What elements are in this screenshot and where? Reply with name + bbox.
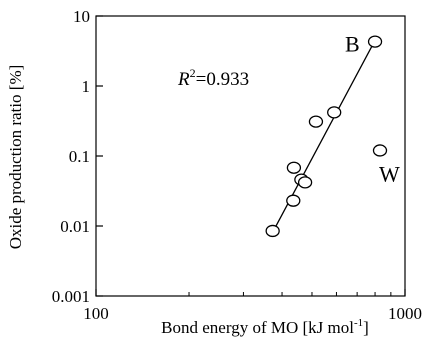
x-axis-title: Bond energy of MO [kJ mol-1] xyxy=(161,317,369,337)
data-point xyxy=(265,224,280,238)
data-point xyxy=(286,194,301,207)
data-point xyxy=(286,161,302,174)
x-axis-title-superscript: -1 xyxy=(354,317,363,329)
x-tick-label: 1000 xyxy=(388,304,422,323)
r-squared-superscript: 2 xyxy=(190,66,196,80)
y-tick-label: 1 xyxy=(82,77,91,96)
data-point xyxy=(367,35,383,48)
plot-area xyxy=(95,15,406,297)
x-tick-label: 100 xyxy=(83,304,109,323)
y-tick-label: 0.1 xyxy=(69,147,90,166)
plot-border xyxy=(95,15,406,297)
data-point xyxy=(308,115,324,128)
tick-labels: 0.001 0.01 0.1 1 10 100 1000 xyxy=(52,7,422,323)
y-tick-label: 0.001 xyxy=(52,287,90,306)
r-squared-annotation: R2=0.933 xyxy=(177,66,249,90)
data-point xyxy=(297,176,313,189)
data-point xyxy=(372,144,388,157)
data-point xyxy=(327,106,342,119)
point-label-b: B xyxy=(345,32,360,57)
y-tick-label: 10 xyxy=(73,7,90,26)
point-labels: BW xyxy=(345,32,400,187)
y-tick-label: 0.01 xyxy=(60,217,90,236)
y-axis-title: Oxide production ratio [%] xyxy=(6,65,25,250)
x-axis-title-main: Bond energy of MO [kJ mol xyxy=(161,318,354,337)
data-points xyxy=(265,35,388,238)
x-axis-title-end: ] xyxy=(363,318,369,337)
r-squared-symbol: R xyxy=(177,69,190,90)
r-squared-value: =0.933 xyxy=(196,69,249,90)
point-label-w: W xyxy=(379,161,400,186)
axis-ticks xyxy=(95,15,406,297)
